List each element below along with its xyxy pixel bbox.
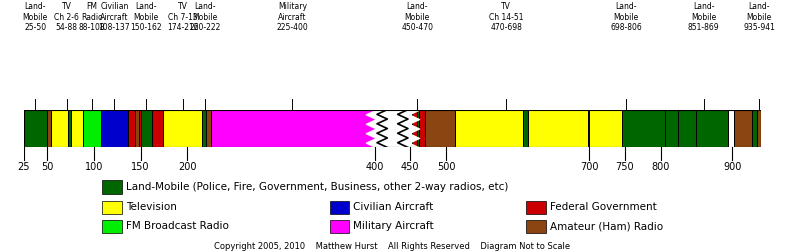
Bar bbox=[203, 110, 206, 147]
Text: Land-
Mobile
220-222: Land- Mobile 220-222 bbox=[189, 2, 221, 32]
Bar bbox=[455, 110, 524, 147]
Text: 100: 100 bbox=[85, 162, 103, 172]
Text: Land-
Mobile
450-470: Land- Mobile 450-470 bbox=[401, 2, 433, 32]
Text: 50: 50 bbox=[41, 162, 53, 172]
Bar bbox=[139, 110, 141, 147]
Bar bbox=[152, 110, 163, 147]
Text: Military
Aircraft
225-400: Military Aircraft 225-400 bbox=[276, 2, 309, 32]
Text: TV
Ch 14-51
470-698: TV Ch 14-51 470-698 bbox=[489, 2, 524, 32]
Bar bbox=[758, 110, 761, 147]
Bar bbox=[47, 110, 51, 147]
Text: 450: 450 bbox=[401, 162, 419, 172]
Text: 750: 750 bbox=[615, 162, 634, 172]
Bar bbox=[71, 110, 82, 147]
Bar bbox=[330, 201, 349, 214]
Text: 200: 200 bbox=[178, 162, 197, 172]
Bar bbox=[752, 110, 758, 147]
Bar bbox=[524, 110, 528, 147]
Text: Copyright 2005, 2010    Matthew Hurst    All Rights Reserved    Diagram Not to S: Copyright 2005, 2010 Matthew Hurst All R… bbox=[214, 241, 571, 250]
Bar bbox=[102, 201, 122, 214]
Text: Land-
Mobile
935-941: Land- Mobile 935-941 bbox=[743, 2, 776, 32]
Text: 700: 700 bbox=[580, 162, 598, 172]
Text: 900: 900 bbox=[723, 162, 741, 172]
Bar bbox=[135, 110, 139, 147]
Text: Land-Mobile (Police, Fire, Government, Business, other 2-way radios, etc): Land-Mobile (Police, Fire, Government, B… bbox=[126, 182, 508, 192]
Text: 150: 150 bbox=[131, 162, 150, 172]
Bar bbox=[24, 110, 47, 147]
Text: Civilian
Aircraft
108-137: Civilian Aircraft 108-137 bbox=[99, 2, 130, 32]
Bar bbox=[82, 110, 101, 147]
Bar bbox=[211, 110, 374, 147]
Bar bbox=[589, 110, 622, 147]
Bar bbox=[526, 201, 546, 214]
Text: Federal Government: Federal Government bbox=[550, 202, 656, 212]
Text: 400: 400 bbox=[366, 162, 384, 172]
Bar bbox=[665, 110, 677, 147]
Bar bbox=[129, 110, 135, 147]
Text: TV
Ch 7-13
174-216: TV Ch 7-13 174-216 bbox=[167, 2, 199, 32]
Bar bbox=[102, 220, 122, 233]
Text: Military Aircraft: Military Aircraft bbox=[353, 222, 434, 231]
Text: FM
Radio
88-108: FM Radio 88-108 bbox=[78, 2, 105, 32]
Bar bbox=[411, 110, 418, 147]
Bar bbox=[68, 110, 71, 147]
Bar bbox=[102, 180, 122, 194]
Bar bbox=[141, 110, 152, 147]
Text: Land-
Mobile
150-162: Land- Mobile 150-162 bbox=[130, 2, 162, 32]
Text: 500: 500 bbox=[436, 162, 455, 172]
Bar bbox=[425, 110, 455, 147]
Text: 25: 25 bbox=[17, 162, 30, 172]
Bar bbox=[588, 110, 589, 147]
Bar bbox=[528, 110, 588, 147]
Bar bbox=[733, 110, 752, 147]
Text: Land-
Mobile
698-806: Land- Mobile 698-806 bbox=[611, 2, 642, 32]
Text: Civilian Aircraft: Civilian Aircraft bbox=[353, 202, 433, 212]
Text: Television: Television bbox=[126, 202, 177, 212]
Bar bbox=[163, 110, 203, 147]
Bar bbox=[677, 110, 696, 147]
Text: Land-
Mobile
851-869: Land- Mobile 851-869 bbox=[688, 2, 719, 32]
Bar bbox=[374, 110, 411, 147]
Bar bbox=[101, 110, 129, 147]
Text: Amateur (Ham) Radio: Amateur (Ham) Radio bbox=[550, 222, 663, 231]
Bar bbox=[206, 110, 211, 147]
Text: TV
Ch 2-6
54-88: TV Ch 2-6 54-88 bbox=[54, 2, 79, 32]
Bar bbox=[622, 110, 665, 147]
Bar bbox=[330, 220, 349, 233]
Bar bbox=[418, 110, 425, 147]
Bar bbox=[696, 110, 728, 147]
Bar bbox=[728, 110, 733, 147]
Bar bbox=[51, 110, 68, 147]
Text: FM Broadcast Radio: FM Broadcast Radio bbox=[126, 222, 228, 231]
Bar bbox=[526, 220, 546, 233]
Text: Land-
Mobile
25-50: Land- Mobile 25-50 bbox=[23, 2, 48, 32]
Text: 800: 800 bbox=[652, 162, 670, 172]
